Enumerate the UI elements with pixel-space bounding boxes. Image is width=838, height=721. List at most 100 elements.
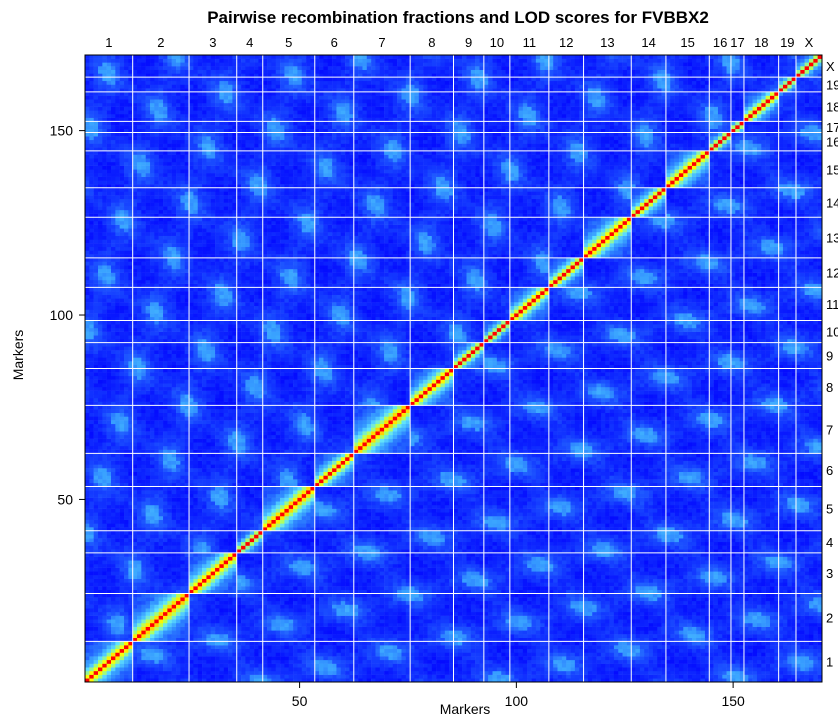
- heatmap-cell: [158, 313, 164, 318]
- heatmap-cell: [115, 110, 120, 115]
- heatmap-cell: [85, 158, 90, 163]
- heatmap-cell: [189, 302, 194, 307]
- heatmap-cell: [102, 309, 107, 314]
- heatmap-cell: [202, 504, 207, 509]
- heatmap-cell: [93, 589, 99, 594]
- heatmap-cell: [102, 386, 107, 391]
- heatmap-cell: [197, 674, 203, 679]
- heatmap-cell: [197, 268, 203, 273]
- heatmap-cell: [111, 338, 116, 343]
- heatmap-cell: [102, 228, 107, 233]
- heatmap-cell: [115, 250, 120, 255]
- heatmap-cell: [98, 169, 103, 174]
- heatmap-cell: [124, 294, 129, 299]
- heatmap-cell: [85, 512, 90, 517]
- heatmap-cell: [193, 187, 198, 192]
- heatmap-cell: [171, 405, 177, 410]
- heatmap-cell: [115, 88, 120, 93]
- heatmap-cell: [189, 445, 194, 450]
- heatmap-cell: [176, 490, 181, 495]
- heatmap-cell: [193, 77, 198, 82]
- heatmap-cell: [167, 486, 172, 491]
- heatmap-cell: [189, 73, 194, 78]
- heatmap-cell: [128, 460, 133, 465]
- heatmap-cell: [128, 571, 133, 576]
- heatmap-cell: [111, 305, 116, 310]
- heatmap-cell: [171, 438, 177, 443]
- heatmap-cell: [184, 66, 190, 70]
- heatmap-cell: [85, 674, 90, 679]
- heatmap-cell: [115, 449, 120, 454]
- heatmap-cell: [85, 541, 90, 546]
- heatmap-cell: [132, 291, 138, 295]
- heatmap-cell: [193, 604, 198, 609]
- heatmap-cell: [102, 486, 107, 491]
- heatmap-cell: [189, 648, 194, 653]
- heatmap-cell: [124, 279, 129, 284]
- heatmap-cell: [163, 316, 168, 321]
- heatmap-cell: [150, 80, 155, 85]
- heatmap-cell: [180, 161, 185, 166]
- heatmap-cell: [206, 195, 211, 200]
- heatmap-cell: [189, 235, 194, 240]
- heatmap-cell: [141, 656, 146, 661]
- heatmap-cell: [106, 490, 112, 495]
- heatmap-cell: [184, 471, 190, 476]
- heatmap-cell: [102, 648, 107, 653]
- heatmap-cell: [154, 549, 159, 554]
- heatmap-cell: [93, 593, 99, 598]
- heatmap-cell: [171, 626, 177, 631]
- heatmap-cell: [154, 593, 159, 598]
- heatmap-cell: [111, 287, 116, 292]
- heatmap-cell: [102, 143, 107, 148]
- heatmap-cell: [89, 457, 94, 461]
- heatmap-cell: [145, 250, 151, 255]
- heatmap-cell: [89, 139, 94, 144]
- heatmap-cell: [180, 202, 185, 207]
- heatmap-cell: [111, 442, 116, 447]
- heatmap-cell: [141, 401, 146, 406]
- heatmap-cell: [206, 58, 211, 63]
- heatmap-cell: [176, 401, 181, 406]
- heatmap-cell: [210, 534, 216, 539]
- heatmap-cell: [154, 512, 159, 517]
- heatmap-cell: [150, 195, 155, 200]
- heatmap-cell: [85, 390, 90, 395]
- heatmap-cell: [111, 272, 116, 277]
- heatmap-cell: [115, 338, 120, 343]
- heatmap-cell: [106, 298, 112, 303]
- heatmap-cell: [184, 530, 190, 535]
- heatmap-cell: [124, 667, 129, 672]
- heatmap-cell: [163, 379, 168, 384]
- heatmap-cell: [150, 490, 155, 495]
- heatmap-cell: [189, 670, 194, 675]
- heatmap-cell: [111, 634, 116, 638]
- heatmap-cell: [93, 611, 99, 616]
- heatmap-cell: [102, 150, 107, 155]
- heatmap-cell: [111, 578, 116, 583]
- heatmap-cell: [132, 630, 138, 635]
- heatmap-cell: [106, 198, 112, 203]
- heatmap-cell: [206, 279, 211, 284]
- heatmap-cell: [119, 582, 125, 587]
- heatmap-cell: [176, 659, 181, 664]
- heatmap-cell: [128, 468, 133, 473]
- heatmap-cell: [137, 147, 142, 152]
- heatmap-cell: [119, 283, 125, 288]
- heatmap-cell: [115, 611, 120, 616]
- heatmap-cell: [132, 165, 138, 170]
- heatmap-cell: [193, 475, 198, 480]
- heatmap-cell: [111, 563, 116, 568]
- heatmap-cell: [158, 195, 164, 200]
- heatmap-cell: [150, 77, 155, 82]
- heatmap-cell: [176, 604, 181, 609]
- heatmap-cell: [180, 512, 185, 517]
- heatmap-cell: [154, 368, 159, 373]
- heatmap-cell: [158, 58, 164, 63]
- heatmap-cell: [150, 69, 155, 74]
- heatmap-cell: [132, 88, 138, 93]
- heatmap-cell: [171, 634, 177, 638]
- heatmap-cell: [167, 663, 172, 668]
- heatmap-cell: [184, 69, 190, 74]
- heatmap-cell: [163, 556, 168, 561]
